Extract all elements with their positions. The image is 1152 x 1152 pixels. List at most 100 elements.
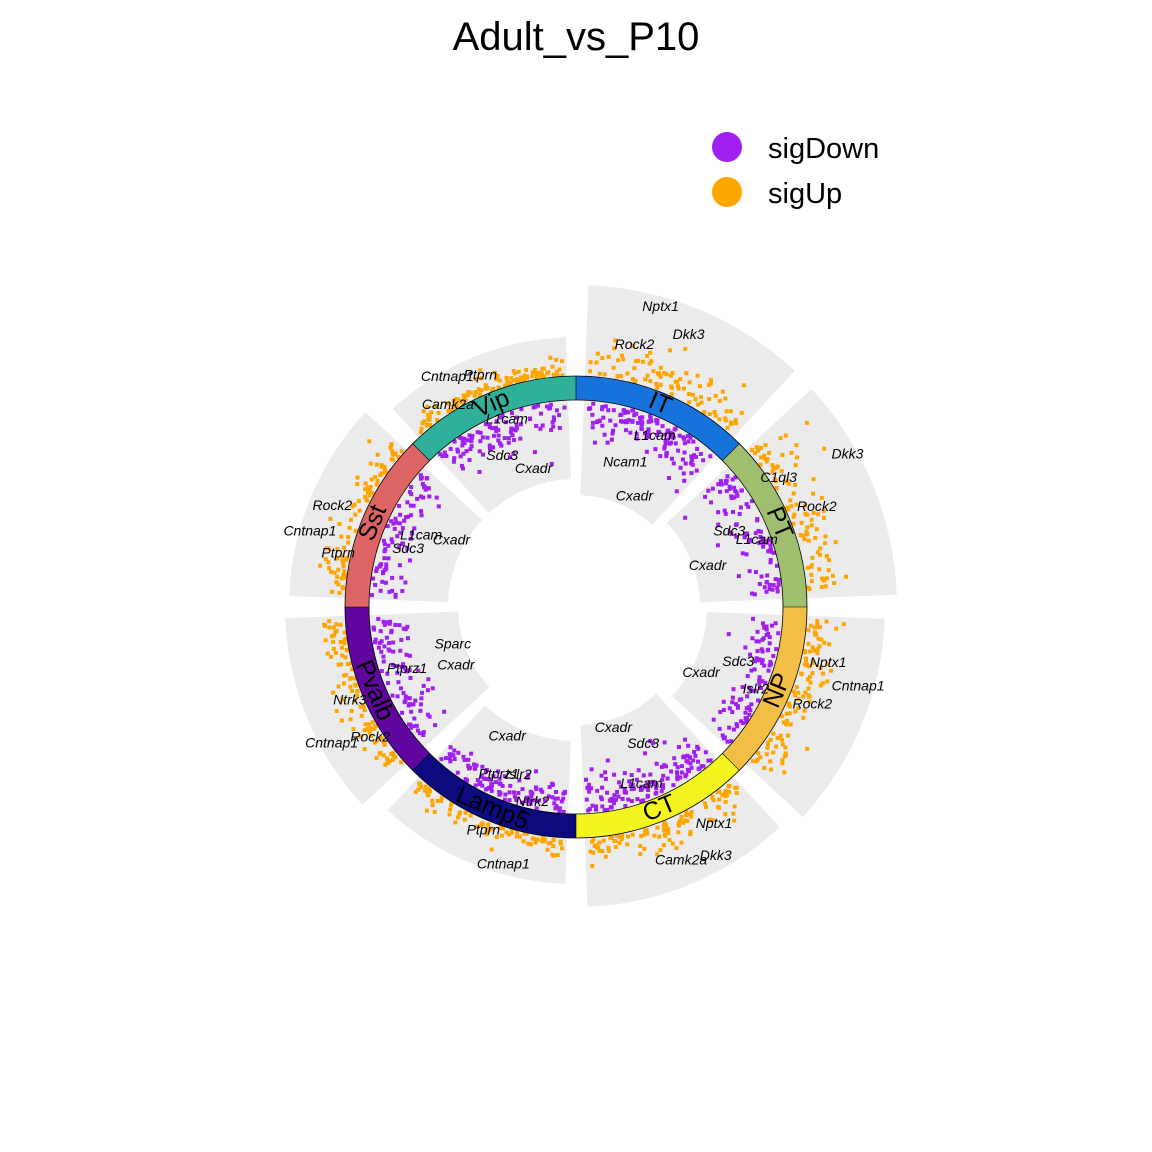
point-pt-sigup bbox=[824, 554, 829, 559]
point-ct-sigdown bbox=[626, 797, 631, 802]
point-pt-sigup bbox=[753, 451, 758, 456]
point-ct-sigdown bbox=[663, 764, 668, 769]
point-ct-sigup bbox=[619, 837, 624, 842]
point-pvalb-sigdown bbox=[395, 694, 400, 699]
point-it-sigdown bbox=[600, 423, 605, 428]
point-ct-sigdown bbox=[703, 750, 708, 755]
point-vip-sigdown bbox=[461, 466, 465, 471]
point-ct-sigup bbox=[731, 811, 736, 816]
point-pvalb-sigdown bbox=[420, 690, 425, 695]
point-lamp5-sigup bbox=[430, 798, 435, 803]
point-it-sigdown bbox=[630, 408, 635, 413]
point-it-sigdown bbox=[665, 429, 670, 434]
point-np-sigup bbox=[820, 681, 825, 686]
point-vip-sigdown bbox=[460, 443, 465, 448]
point-pvalb-sigup bbox=[336, 662, 341, 667]
point-it-sigup bbox=[702, 410, 707, 415]
point-np-sigdown bbox=[734, 722, 739, 727]
point-pvalb-sigup bbox=[349, 708, 354, 713]
point-it-sigdown bbox=[632, 413, 637, 418]
point-ct-sigdown bbox=[654, 790, 659, 795]
point-ct-sigup bbox=[727, 783, 732, 788]
point-sst-sigup bbox=[374, 462, 379, 467]
point-vip-sigdown bbox=[494, 419, 499, 424]
point-sst-sigup bbox=[363, 487, 368, 492]
point-sst-sigup bbox=[379, 463, 384, 468]
point-lamp5-sigup bbox=[541, 834, 546, 839]
gene-label-sst-ptprn: Ptprn bbox=[321, 545, 355, 561]
point-pvalb-sigup bbox=[381, 753, 386, 758]
point-pt-sigup bbox=[819, 495, 824, 500]
point-sst-sigdown bbox=[383, 580, 388, 585]
point-ct-sigdown bbox=[648, 739, 653, 744]
point-sst-sigup bbox=[368, 484, 373, 489]
point-ct-sigup bbox=[689, 814, 694, 819]
point-vip-sigdown bbox=[475, 430, 480, 435]
point-it-sigup bbox=[630, 376, 635, 381]
point-ct-sigup bbox=[657, 834, 662, 839]
point-ct-sigup bbox=[687, 812, 692, 817]
point-pt-sigdown bbox=[768, 543, 773, 548]
point-ct-sigup bbox=[645, 831, 650, 836]
point-np-sigdown bbox=[776, 631, 781, 636]
point-lamp5-sigup bbox=[509, 830, 514, 835]
point-ct-sigup bbox=[679, 840, 684, 845]
point-pt-sigup bbox=[823, 584, 828, 589]
point-sst-sigdown bbox=[407, 490, 412, 495]
point-it-sigdown bbox=[662, 446, 667, 451]
point-ct-sigup bbox=[589, 839, 594, 844]
point-pt-sigup bbox=[814, 527, 819, 532]
point-pvalb-sigup bbox=[342, 641, 347, 646]
point-ct-sigdown bbox=[639, 799, 644, 804]
point-np-sigup bbox=[815, 625, 820, 630]
point-np-sigdown bbox=[767, 663, 772, 668]
panel-pt bbox=[666, 388, 897, 603]
point-vip-sigdown bbox=[528, 416, 533, 421]
point-ct-sigdown bbox=[593, 804, 598, 809]
point-pt-sigup bbox=[786, 507, 791, 512]
point-it-sigup bbox=[588, 369, 593, 374]
point-ct-sigdown bbox=[661, 773, 666, 778]
point-lamp5-sigdown bbox=[455, 770, 460, 775]
point-pvalb-sigup bbox=[366, 722, 371, 727]
point-it-sigup bbox=[658, 365, 663, 370]
point-vip-sigup bbox=[436, 410, 441, 415]
point-lamp5-sigup bbox=[486, 822, 491, 827]
point-it-sigdown bbox=[621, 408, 626, 413]
point-pt-sigdown bbox=[716, 522, 721, 527]
point-pt-sigdown bbox=[724, 481, 729, 486]
point-pvalb-sigdown bbox=[412, 716, 417, 721]
point-it-sigup bbox=[632, 366, 637, 371]
point-vip-sigup bbox=[550, 364, 555, 369]
point-ct-sigdown bbox=[584, 797, 589, 802]
point-ct-sigup bbox=[625, 842, 630, 847]
point-lamp5-sigdown bbox=[540, 789, 545, 794]
point-pvalb-sigdown bbox=[382, 644, 387, 649]
point-ct-sigdown bbox=[678, 775, 683, 780]
point-pt-sigup bbox=[799, 520, 804, 525]
point-it-sigdown bbox=[634, 411, 639, 416]
point-pvalb-sigup bbox=[359, 713, 364, 718]
point-ct-sigdown bbox=[623, 803, 628, 808]
point-ct-sigdown bbox=[589, 767, 594, 772]
point-np-sigup bbox=[774, 744, 779, 749]
point-ct-sigdown bbox=[660, 784, 665, 789]
point-np-sigdown bbox=[741, 720, 746, 725]
point-pvalb-sigup bbox=[333, 629, 338, 634]
point-pt-sigdown bbox=[755, 518, 760, 523]
point-lamp5-sigdown bbox=[534, 786, 539, 791]
point-pt-sigdown bbox=[739, 488, 744, 493]
point-vip-sigdown bbox=[557, 425, 562, 430]
point-sst-sigup bbox=[334, 580, 339, 585]
point-lamp5-sigdown bbox=[486, 786, 491, 791]
point-it-sigup bbox=[613, 338, 618, 343]
point-np-sigdown bbox=[744, 719, 749, 724]
point-ct-sigup bbox=[732, 818, 737, 823]
point-ct-sigdown bbox=[600, 785, 605, 790]
point-it-sigdown bbox=[671, 461, 676, 466]
point-it-sigdown bbox=[670, 432, 675, 437]
point-lamp5-sigdown bbox=[507, 798, 512, 803]
point-lamp5-sigdown bbox=[528, 789, 533, 794]
point-pvalb-sigdown bbox=[373, 640, 378, 645]
point-vip-sigup bbox=[461, 393, 466, 398]
